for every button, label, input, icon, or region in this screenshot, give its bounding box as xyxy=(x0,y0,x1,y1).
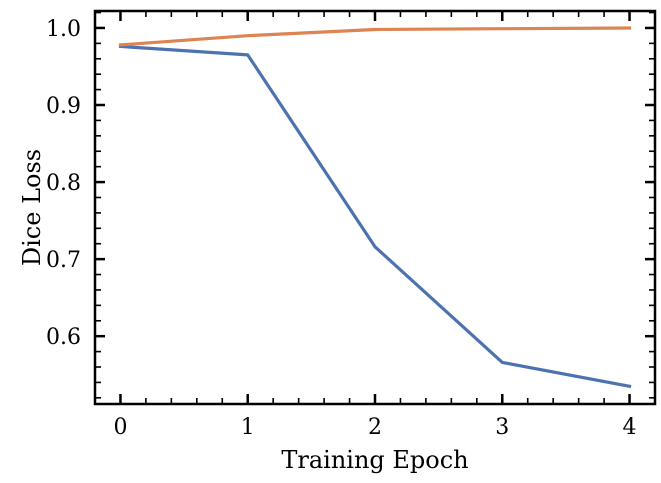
y-tick-label: 1.0 xyxy=(46,17,81,42)
y-tick-label: 0.9 xyxy=(46,94,81,119)
x-axis-title: Training Epoch xyxy=(281,446,468,474)
series-layer xyxy=(118,26,632,389)
y-axis-title: Dice Loss xyxy=(18,149,46,266)
y-tick-label: 0.6 xyxy=(46,325,81,350)
minor-ticks xyxy=(94,11,656,404)
series-line-1 xyxy=(118,44,632,389)
series-line-2 xyxy=(118,26,632,47)
x-tick-label: 3 xyxy=(495,415,509,440)
x-tick-label: 4 xyxy=(623,415,637,440)
plot-frame xyxy=(93,9,657,406)
y-tick-label: 0.8 xyxy=(46,171,81,196)
x-tick-label: 1 xyxy=(241,415,255,440)
y-tick-label: 0.7 xyxy=(46,248,81,273)
x-tick-label: 0 xyxy=(113,415,127,440)
major-ticks xyxy=(95,11,655,404)
x-tick-label: 2 xyxy=(368,415,382,440)
tick-labels: 0 1 2 3 4 0.6 0.7 0.8 0.9 1.0 xyxy=(46,17,637,440)
